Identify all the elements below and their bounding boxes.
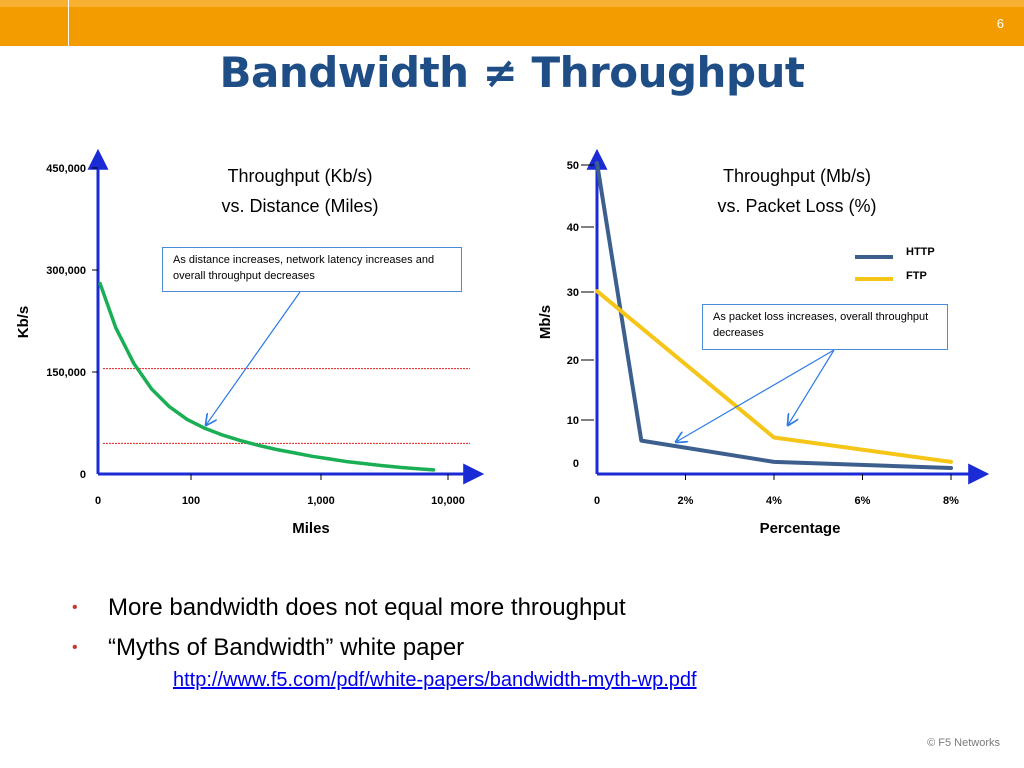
bullet-icon: •	[72, 599, 78, 616]
chart-1-title: Throughput (Kb/s) vs. Distance (Miles)	[221, 166, 378, 216]
bullet-item: • More bandwidth does not equal more thr…	[72, 588, 626, 628]
x-tick-label: 6%	[855, 495, 871, 507]
y-tick-label: 300,000	[46, 265, 86, 277]
y-tick-label: 450,000	[46, 163, 86, 175]
bullet-text: More bandwidth does not equal more throu…	[108, 594, 626, 621]
packet-loss-callout-arrow-ftp	[788, 349, 835, 425]
y-axis-label: Mb/s	[537, 305, 554, 339]
ftp-series-line	[595, 289, 953, 464]
distance-throughput-line	[98, 281, 436, 472]
distance-annotation-callout: As distance increases, network latency i…	[162, 247, 462, 292]
packet-loss-annotation-callout: As packet loss increases, overall throug…	[702, 304, 948, 350]
white-paper-link[interactable]: http://www.f5.com/pdf/white-papers/bandw…	[173, 669, 697, 691]
x-tick-label: 10,000	[431, 495, 465, 507]
y-axis-label: Kb/s	[15, 306, 32, 339]
chart-1-title-line-1: Throughput (Kb/s)	[227, 166, 372, 186]
header-divider	[68, 0, 69, 46]
http-series-line	[595, 161, 953, 470]
bullet-text: “Myths of Bandwidth” white paper	[108, 634, 465, 661]
y-tick-label: 30	[567, 287, 579, 299]
packet-loss-callout-arrow-http	[676, 349, 835, 442]
bullet-icon: •	[72, 639, 78, 656]
y-tick-label: 40	[567, 222, 579, 234]
y-tick-label: 150,000	[46, 367, 86, 379]
page-number: 6	[996, 16, 1004, 31]
x-tick-label: 100	[182, 495, 200, 507]
x-tick-label: 0	[594, 495, 600, 507]
y-tick-label: 50	[567, 160, 579, 172]
chart-2-title-line-2: vs. Packet Loss (%)	[717, 196, 876, 216]
header-bar	[0, 0, 1024, 46]
x-axis-label: Miles	[292, 520, 330, 537]
bullet-list: • More bandwidth does not equal more thr…	[72, 588, 626, 668]
ftp-legend-label: FTP	[906, 270, 927, 282]
x-tick-label: 0	[95, 495, 101, 507]
y-tick-label: 10	[567, 415, 579, 427]
bullet-item: • “Myths of Bandwidth” white paper	[72, 628, 626, 668]
chart-2-title-line-1: Throughput (Mb/s)	[723, 166, 871, 186]
x-tick-label: 4%	[766, 495, 782, 507]
x-axis-label: Percentage	[760, 520, 841, 537]
slide-title: Bandwidth ≠ Throughput	[219, 48, 805, 97]
chart-1-title-line-2: vs. Distance (Miles)	[221, 196, 378, 216]
x-tick-label: 2%	[678, 495, 694, 507]
y-tick-label: 0	[80, 469, 86, 481]
header-highlight-strip	[0, 0, 1024, 7]
distance-callout-arrow	[206, 291, 301, 425]
x-tick-label: 1,000	[307, 495, 335, 507]
chart-2-title: Throughput (Mb/s) vs. Packet Loss (%)	[717, 166, 876, 216]
x-tick-label: 8%	[943, 495, 959, 507]
y-tick-label: 20	[567, 355, 579, 367]
copyright-footer: © F5 Networks	[927, 737, 1000, 749]
y-tick-label: 0	[573, 458, 579, 470]
http-legend-label: HTTP	[906, 246, 935, 258]
